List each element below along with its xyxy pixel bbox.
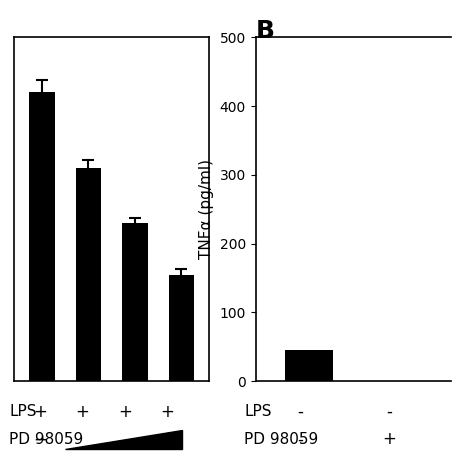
Text: PD 98059: PD 98059 bbox=[9, 432, 84, 447]
Bar bbox=[29, 92, 54, 381]
Text: -: - bbox=[297, 431, 303, 448]
Bar bbox=[168, 275, 194, 381]
Text: −: − bbox=[33, 431, 47, 448]
Text: -: - bbox=[297, 403, 303, 420]
Text: +: + bbox=[75, 403, 89, 420]
Text: B: B bbox=[256, 19, 275, 43]
Text: LPS: LPS bbox=[244, 404, 272, 419]
Text: PD 98059: PD 98059 bbox=[244, 432, 319, 447]
Y-axis label: TNFα (pg/ml): TNFα (pg/ml) bbox=[199, 159, 214, 259]
Bar bbox=[75, 168, 101, 381]
Text: +: + bbox=[118, 403, 132, 420]
Text: +: + bbox=[382, 431, 396, 448]
Text: +: + bbox=[33, 403, 47, 420]
Bar bbox=[122, 223, 147, 381]
Bar bbox=[285, 350, 333, 381]
Text: +: + bbox=[160, 403, 174, 420]
Text: -: - bbox=[386, 403, 392, 420]
Text: LPS: LPS bbox=[9, 404, 37, 419]
